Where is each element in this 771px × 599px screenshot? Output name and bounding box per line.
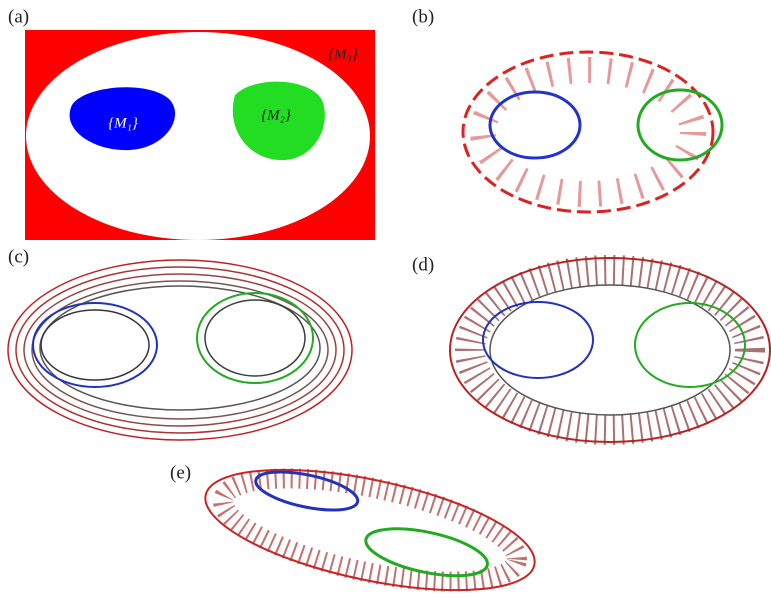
hole-ring bbox=[490, 92, 580, 158]
ring bbox=[16, 267, 344, 433]
panel-b bbox=[463, 52, 722, 212]
panel-label: (b) bbox=[412, 6, 434, 27]
region-label: {M₂} bbox=[261, 107, 291, 123]
teeth bbox=[483, 70, 693, 194]
panel-label: (e) bbox=[170, 462, 191, 483]
panel-label: (a) bbox=[8, 6, 29, 27]
mesh bbox=[470, 270, 750, 430]
ring bbox=[41, 310, 149, 380]
panel-d bbox=[450, 258, 770, 442]
hole-ring bbox=[483, 302, 593, 378]
hole-ring bbox=[33, 303, 157, 387]
outer-ring bbox=[463, 52, 713, 212]
ring bbox=[205, 300, 305, 376]
panel-e bbox=[195, 446, 544, 599]
hole-ring bbox=[253, 465, 361, 518]
panel-label: (c) bbox=[8, 246, 29, 267]
figure: (a) (b) (c) (d) (e) {M₁} {M₂} {M₃} bbox=[0, 0, 771, 599]
ring bbox=[8, 260, 352, 440]
panel-label: (d) bbox=[412, 254, 434, 275]
panel-c bbox=[8, 260, 352, 440]
ring bbox=[24, 274, 336, 426]
panel-a: {M₁} {M₂} {M₃} bbox=[25, 30, 375, 240]
region-label: {M₁} bbox=[108, 115, 138, 131]
region-label: {M₃} bbox=[328, 46, 358, 62]
hole-ring bbox=[197, 293, 313, 383]
ring bbox=[490, 285, 730, 415]
hole-ring bbox=[635, 303, 745, 387]
ring bbox=[32, 281, 328, 419]
